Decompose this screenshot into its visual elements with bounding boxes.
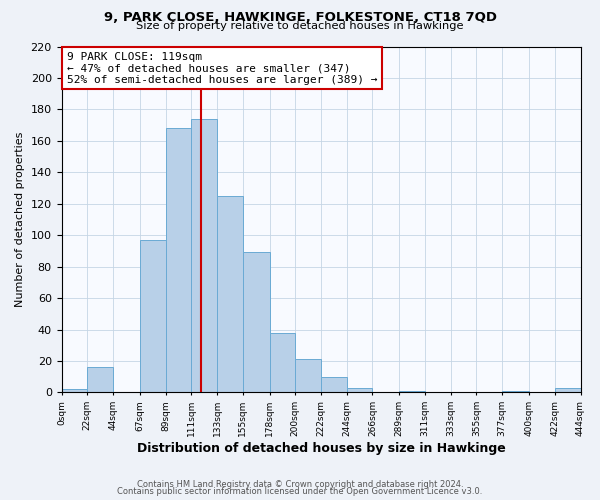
Bar bbox=[321, 376, 347, 392]
Bar bbox=[166, 128, 191, 392]
Bar bbox=[347, 388, 373, 392]
Bar bbox=[555, 388, 581, 392]
Text: 9, PARK CLOSE, HAWKINGE, FOLKESTONE, CT18 7QD: 9, PARK CLOSE, HAWKINGE, FOLKESTONE, CT1… bbox=[104, 11, 497, 24]
Bar bbox=[87, 368, 113, 392]
Bar bbox=[243, 252, 269, 392]
Bar bbox=[191, 119, 217, 392]
Bar bbox=[295, 360, 321, 392]
Bar bbox=[140, 240, 166, 392]
Text: Contains HM Land Registry data © Crown copyright and database right 2024.: Contains HM Land Registry data © Crown c… bbox=[137, 480, 463, 489]
Bar bbox=[62, 390, 87, 392]
Bar bbox=[400, 391, 425, 392]
Y-axis label: Number of detached properties: Number of detached properties bbox=[15, 132, 25, 307]
Bar bbox=[269, 332, 295, 392]
Bar bbox=[502, 391, 529, 392]
Text: Size of property relative to detached houses in Hawkinge: Size of property relative to detached ho… bbox=[136, 21, 464, 31]
Text: 9 PARK CLOSE: 119sqm
← 47% of detached houses are smaller (347)
52% of semi-deta: 9 PARK CLOSE: 119sqm ← 47% of detached h… bbox=[67, 52, 377, 85]
Bar bbox=[217, 196, 243, 392]
Text: Contains public sector information licensed under the Open Government Licence v3: Contains public sector information licen… bbox=[118, 487, 482, 496]
X-axis label: Distribution of detached houses by size in Hawkinge: Distribution of detached houses by size … bbox=[137, 442, 505, 455]
